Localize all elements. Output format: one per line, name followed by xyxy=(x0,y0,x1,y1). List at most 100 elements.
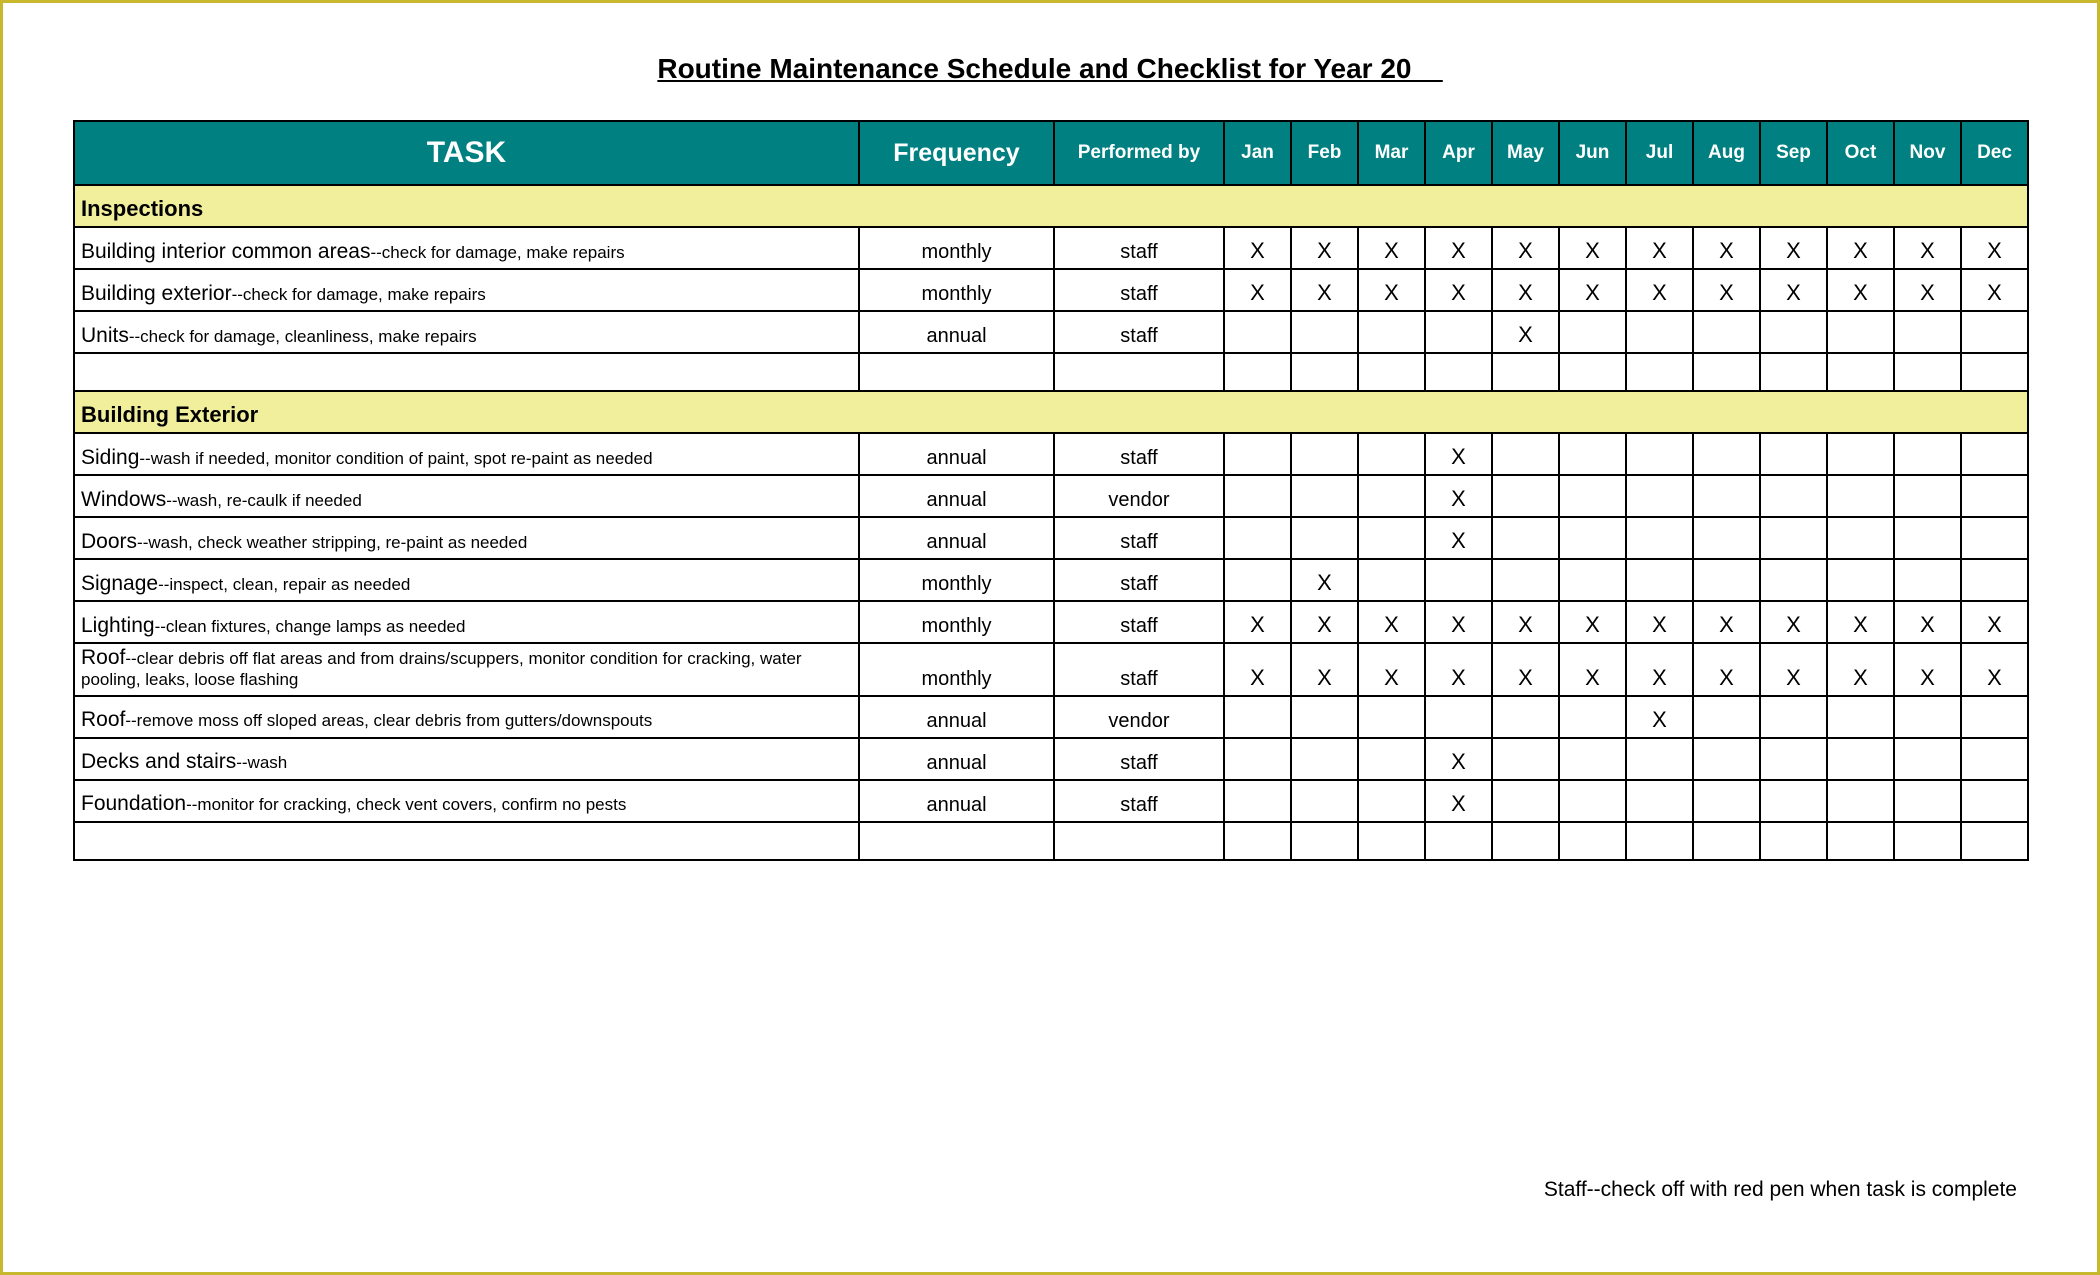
month-cell[interactable] xyxy=(1559,780,1626,822)
month-cell[interactable]: X xyxy=(1961,601,2028,643)
month-cell[interactable]: X xyxy=(1827,643,1894,696)
month-cell[interactable]: X xyxy=(1291,601,1358,643)
month-cell[interactable] xyxy=(1425,696,1492,738)
month-cell[interactable]: X xyxy=(1961,227,2028,269)
month-cell[interactable]: X xyxy=(1894,227,1961,269)
month-cell[interactable] xyxy=(1693,517,1760,559)
month-cell[interactable] xyxy=(1291,517,1358,559)
month-cell[interactable]: X xyxy=(1358,643,1425,696)
month-cell[interactable] xyxy=(1492,517,1559,559)
month-cell[interactable] xyxy=(1358,559,1425,601)
month-cell[interactable] xyxy=(1626,517,1693,559)
month-cell[interactable] xyxy=(1492,475,1559,517)
month-cell[interactable] xyxy=(1358,517,1425,559)
month-cell[interactable] xyxy=(1291,311,1358,353)
month-cell[interactable]: X xyxy=(1961,269,2028,311)
month-cell[interactable]: X xyxy=(1291,269,1358,311)
month-cell[interactable]: X xyxy=(1827,601,1894,643)
month-cell[interactable] xyxy=(1760,433,1827,475)
month-cell[interactable] xyxy=(1492,696,1559,738)
month-cell[interactable]: X xyxy=(1693,227,1760,269)
month-cell[interactable] xyxy=(1291,738,1358,780)
month-cell[interactable]: X xyxy=(1559,269,1626,311)
month-cell[interactable]: X xyxy=(1760,269,1827,311)
month-cell[interactable] xyxy=(1626,475,1693,517)
month-cell[interactable]: X xyxy=(1425,227,1492,269)
month-cell[interactable] xyxy=(1224,696,1291,738)
month-cell[interactable] xyxy=(1894,475,1961,517)
month-cell[interactable] xyxy=(1626,433,1693,475)
month-cell[interactable] xyxy=(1224,475,1291,517)
month-cell[interactable]: X xyxy=(1626,643,1693,696)
month-cell[interactable] xyxy=(1693,696,1760,738)
month-cell[interactable] xyxy=(1827,475,1894,517)
month-cell[interactable]: X xyxy=(1492,601,1559,643)
month-cell[interactable] xyxy=(1827,433,1894,475)
month-cell[interactable] xyxy=(1894,559,1961,601)
month-cell[interactable] xyxy=(1894,433,1961,475)
month-cell[interactable]: X xyxy=(1291,559,1358,601)
month-cell[interactable] xyxy=(1425,311,1492,353)
month-cell[interactable] xyxy=(1224,780,1291,822)
month-cell[interactable] xyxy=(1626,780,1693,822)
month-cell[interactable]: X xyxy=(1224,227,1291,269)
month-cell[interactable]: X xyxy=(1224,269,1291,311)
month-cell[interactable] xyxy=(1358,433,1425,475)
month-cell[interactable] xyxy=(1291,433,1358,475)
month-cell[interactable] xyxy=(1894,780,1961,822)
month-cell[interactable]: X xyxy=(1894,269,1961,311)
month-cell[interactable]: X xyxy=(1425,738,1492,780)
month-cell[interactable] xyxy=(1492,559,1559,601)
month-cell[interactable]: X xyxy=(1492,269,1559,311)
month-cell[interactable] xyxy=(1358,780,1425,822)
month-cell[interactable] xyxy=(1224,433,1291,475)
month-cell[interactable] xyxy=(1693,780,1760,822)
month-cell[interactable] xyxy=(1760,559,1827,601)
month-cell[interactable] xyxy=(1626,738,1693,780)
month-cell[interactable] xyxy=(1224,517,1291,559)
month-cell[interactable] xyxy=(1224,311,1291,353)
month-cell[interactable]: X xyxy=(1425,269,1492,311)
month-cell[interactable]: X xyxy=(1425,517,1492,559)
month-cell[interactable]: X xyxy=(1760,643,1827,696)
month-cell[interactable] xyxy=(1760,517,1827,559)
month-cell[interactable] xyxy=(1827,696,1894,738)
month-cell[interactable]: X xyxy=(1425,780,1492,822)
month-cell[interactable] xyxy=(1760,738,1827,780)
month-cell[interactable] xyxy=(1492,780,1559,822)
month-cell[interactable]: X xyxy=(1894,601,1961,643)
month-cell[interactable]: X xyxy=(1492,643,1559,696)
month-cell[interactable]: X xyxy=(1559,601,1626,643)
month-cell[interactable] xyxy=(1894,696,1961,738)
month-cell[interactable] xyxy=(1559,696,1626,738)
month-cell[interactable] xyxy=(1894,517,1961,559)
month-cell[interactable]: X xyxy=(1492,227,1559,269)
month-cell[interactable]: X xyxy=(1827,227,1894,269)
month-cell[interactable] xyxy=(1961,559,2028,601)
month-cell[interactable] xyxy=(1358,475,1425,517)
month-cell[interactable] xyxy=(1693,433,1760,475)
month-cell[interactable] xyxy=(1492,738,1559,780)
month-cell[interactable]: X xyxy=(1559,643,1626,696)
month-cell[interactable]: X xyxy=(1961,643,2028,696)
month-cell[interactable] xyxy=(1961,738,2028,780)
month-cell[interactable] xyxy=(1224,738,1291,780)
month-cell[interactable] xyxy=(1559,738,1626,780)
month-cell[interactable]: X xyxy=(1425,433,1492,475)
month-cell[interactable] xyxy=(1961,517,2028,559)
month-cell[interactable] xyxy=(1291,475,1358,517)
month-cell[interactable] xyxy=(1961,433,2028,475)
month-cell[interactable]: X xyxy=(1358,227,1425,269)
month-cell[interactable]: X xyxy=(1894,643,1961,696)
month-cell[interactable] xyxy=(1693,311,1760,353)
month-cell[interactable]: X xyxy=(1693,643,1760,696)
month-cell[interactable] xyxy=(1425,559,1492,601)
month-cell[interactable] xyxy=(1559,517,1626,559)
month-cell[interactable] xyxy=(1559,433,1626,475)
month-cell[interactable]: X xyxy=(1760,227,1827,269)
month-cell[interactable] xyxy=(1961,780,2028,822)
month-cell[interactable]: X xyxy=(1626,269,1693,311)
month-cell[interactable] xyxy=(1358,696,1425,738)
month-cell[interactable] xyxy=(1961,696,2028,738)
month-cell[interactable]: X xyxy=(1425,475,1492,517)
